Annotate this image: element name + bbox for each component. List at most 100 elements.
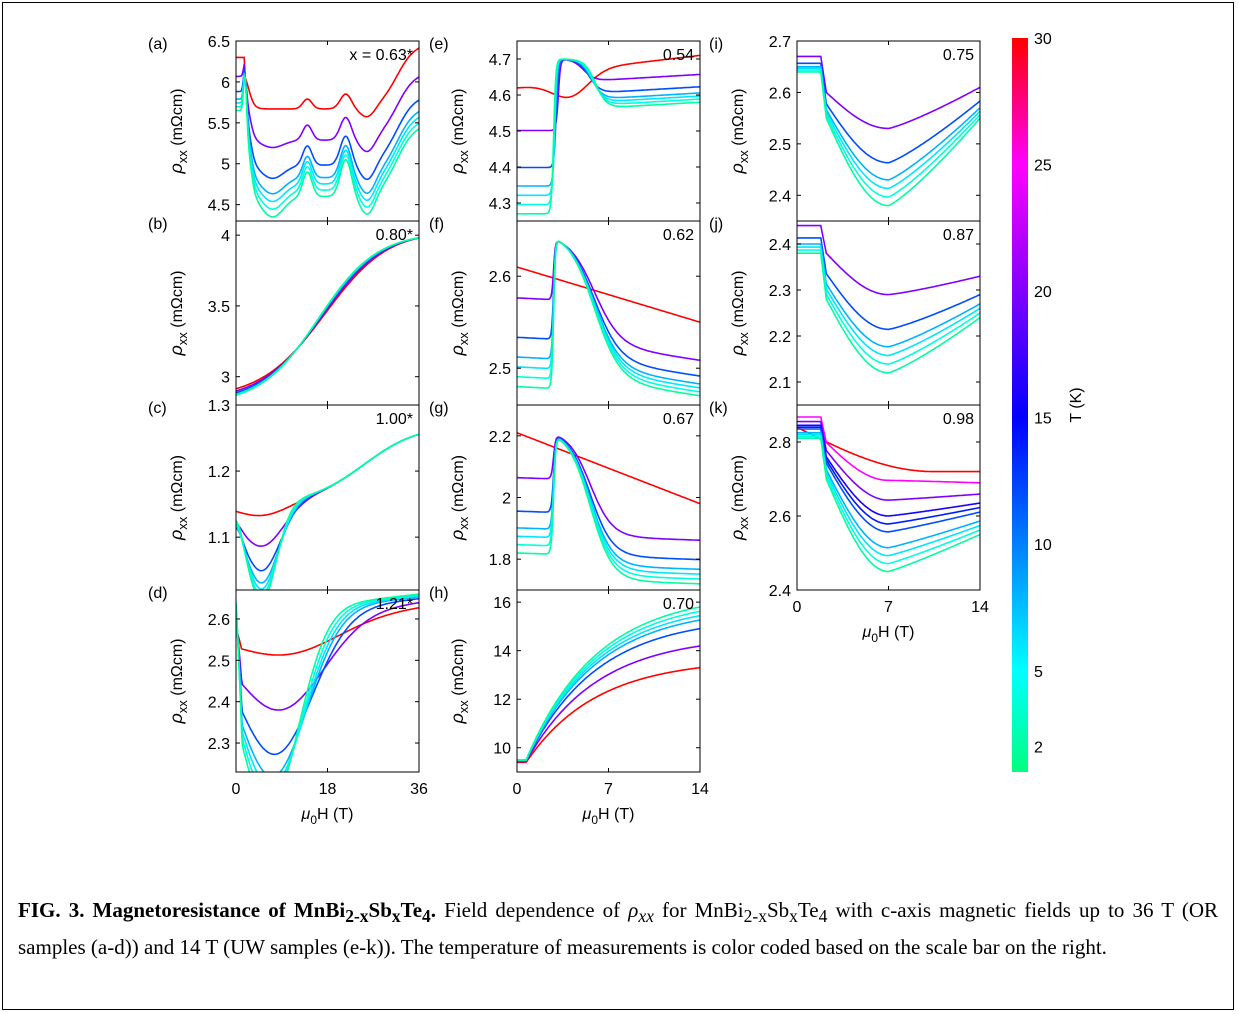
panel-g: 1.8 2 2.2 (g) 0.67 ρxx (mΩcm) xyxy=(429,400,701,591)
curve-T4 xyxy=(797,69,980,198)
panel-letter: (h) xyxy=(429,585,449,602)
y-axis-label: ρxx (mΩcm) xyxy=(447,638,471,724)
curve-T12 xyxy=(517,240,700,377)
curve-T20 xyxy=(517,645,700,763)
y-tick-label: 2.4 xyxy=(769,237,791,254)
x-tick-label: 7 xyxy=(884,599,893,616)
x-axis-label: μ0H (T) xyxy=(582,806,635,827)
curve-T20 xyxy=(797,224,980,296)
curves xyxy=(517,432,700,585)
y-tick-label: 4.5 xyxy=(208,198,230,215)
composition-label: 0.67 xyxy=(663,411,694,428)
curve-T20 xyxy=(236,433,419,548)
y-tick-label: 2.5 xyxy=(489,361,511,378)
panel-e: 4.3 4.4 4.5 4.6 4.7 (e) 0.54 ρxx (mΩcm) xyxy=(429,36,701,222)
curves xyxy=(517,54,700,215)
curve-T2 xyxy=(517,439,700,585)
curve-T2 xyxy=(797,252,980,374)
curve-T20 xyxy=(236,601,419,711)
figure-canvas: 4.5 5 5.5 6 6.5 (a) x = 0.63* ρxx (mΩcm) 3 3.5 4 (b… xyxy=(148,31,1085,827)
caption-title: FIG. 3. Magnetoresistance of MnBi2-xSbxT… xyxy=(18,898,437,927)
curve-T30 xyxy=(517,54,700,99)
panel-letter: (e) xyxy=(429,36,449,53)
x-axis-label: μ0H (T) xyxy=(301,806,354,827)
y-axis-label: ρxx (mΩcm) xyxy=(166,88,190,174)
curve-T6 xyxy=(797,433,980,557)
curves xyxy=(517,240,700,397)
curve-T6 xyxy=(797,246,980,357)
panel-f: 2.5 2.6 (f) 0.62 ρxx (mΩcm) xyxy=(429,216,701,406)
curve-T4 xyxy=(517,438,700,580)
y-tick-label: 2.4 xyxy=(769,188,791,205)
y-tick-label: 12 xyxy=(493,692,511,709)
panel-k: 2.4 2.6 2.8 0 7 14 (k) 0.98 ρxx (mΩcm) μ0H (T) xyxy=(709,400,989,645)
curve-T8 xyxy=(236,72,419,195)
curves xyxy=(236,236,419,396)
panel-j: 2.1 2.2 2.3 2.4 (j) 0.87 ρxx (mΩcm) xyxy=(709,216,981,406)
colorbar-tick-label: 5 xyxy=(1034,664,1043,681)
figure-caption: FIG. 3. Magnetoresistance of MnBi2-xSbxT… xyxy=(18,898,1218,960)
panel-letter: (c) xyxy=(148,400,167,417)
axes-box xyxy=(516,404,701,591)
curve-T12 xyxy=(517,437,700,561)
y-axis-label: ρxx (mΩcm) xyxy=(166,638,190,724)
curve-T8 xyxy=(517,240,700,385)
y-tick-label: 4.6 xyxy=(489,88,511,105)
curve-T30 xyxy=(236,47,419,118)
curve-T8 xyxy=(517,58,700,187)
panel-letter: (a) xyxy=(148,36,168,53)
y-tick-label: 2.7 xyxy=(769,34,791,51)
curve-T6 xyxy=(236,595,419,772)
curve-T8 xyxy=(236,596,419,772)
curve-T8 xyxy=(797,65,980,181)
curve-T30 xyxy=(236,607,419,656)
colorbar-tick-label: 30 xyxy=(1034,31,1052,48)
x-tick-label: 14 xyxy=(691,781,709,798)
curve-T20 xyxy=(236,237,419,392)
curve-T30 xyxy=(517,432,700,505)
curve-T6 xyxy=(517,58,700,197)
x-tick-label: 0 xyxy=(793,599,802,616)
colorbar-label: T (K) xyxy=(1068,387,1085,422)
x-tick-label: 14 xyxy=(971,599,989,616)
curves xyxy=(797,416,980,573)
y-tick-label: 2.6 xyxy=(769,509,791,526)
y-tick-label: 10 xyxy=(493,741,511,758)
panel-a: 4.5 5 5.5 6 6.5 (a) x = 0.63* ρxx (mΩcm) xyxy=(148,34,420,222)
curves xyxy=(797,55,980,207)
colorbar-gradient xyxy=(1012,38,1028,772)
y-tick-label: 2 xyxy=(502,491,511,508)
axes-box xyxy=(796,220,981,406)
x-tick-label: 36 xyxy=(410,781,428,798)
curve-T12 xyxy=(236,597,419,756)
x-tick-label: 7 xyxy=(604,781,613,798)
curve-T4 xyxy=(517,58,700,206)
curve-T2 xyxy=(517,58,700,215)
y-tick-label: 4.5 xyxy=(489,124,511,141)
colorbar-tick-label: 15 xyxy=(1034,411,1052,428)
composition-label: 0.62 xyxy=(663,227,694,244)
curve-T16 xyxy=(797,424,980,517)
composition-label: 0.87 xyxy=(943,227,974,244)
curve-T12 xyxy=(236,433,419,572)
panel-c: 1.1 1.2 1.3 (c) 1.00* ρxx (mΩcm) xyxy=(148,398,420,591)
axes-box xyxy=(235,404,420,591)
curve-T2 xyxy=(797,71,980,207)
curve-T20 xyxy=(236,64,419,153)
composition-label: 0.54 xyxy=(663,47,694,64)
y-tick-label: 2.4 xyxy=(769,583,791,600)
x-tick-label: 0 xyxy=(513,781,522,798)
composition-label: 0.75 xyxy=(943,47,974,64)
x-axis-label: μ0H (T) xyxy=(862,624,915,645)
y-axis-label: ρxx (mΩcm) xyxy=(447,270,471,356)
curve-T2 xyxy=(236,236,419,396)
colorbar-tick-label: 2 xyxy=(1034,740,1043,757)
curve-T20 xyxy=(797,55,980,130)
curve-T30 xyxy=(797,426,980,473)
curve-T4 xyxy=(517,240,700,393)
curve-T30 xyxy=(517,666,700,764)
colorbar-tick-label: 20 xyxy=(1034,284,1052,301)
curve-T4 xyxy=(797,249,980,365)
y-tick-label: 6.5 xyxy=(208,34,230,51)
curve-T6 xyxy=(517,240,700,389)
